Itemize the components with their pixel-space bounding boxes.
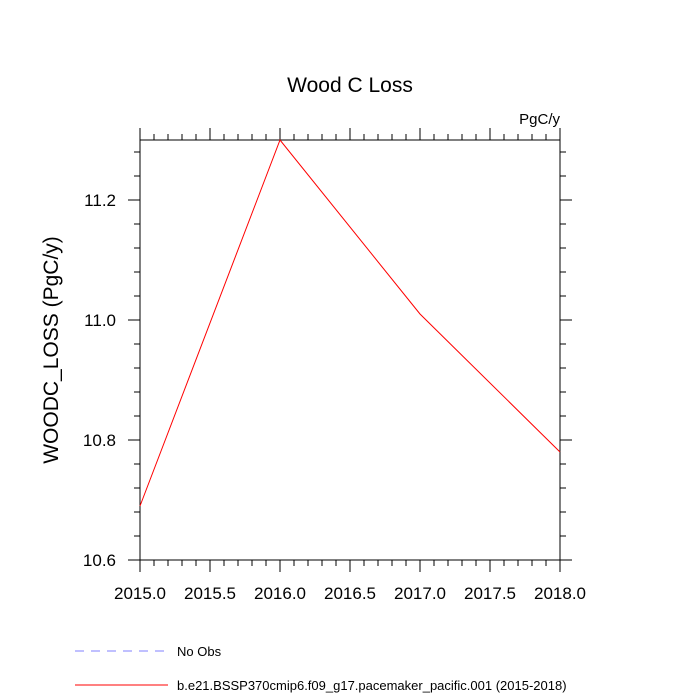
x-tick-label: 2017.0 — [394, 584, 446, 603]
y-tick-label: 11.0 — [84, 311, 116, 330]
x-tick-label: 2015.5 — [184, 584, 236, 603]
x-tick-label: 2018.0 — [534, 584, 586, 603]
series-line — [139, 139, 561, 507]
legend-label: No Obs — [177, 644, 222, 659]
y-tick-label: 10.6 — [83, 551, 116, 570]
x-axis-ticks: 2015.0 2015.5 2016.0 2016.5 2017.0 2017.5 2018… — [114, 128, 586, 603]
y-tick-label: 10.8 — [83, 431, 116, 450]
x-tick-label: 2015.0 — [114, 584, 166, 603]
x-tick-label: 2016.0 — [254, 584, 306, 603]
y-axis-ticks: 10.6 10.8 11.0 11.2 — [83, 151, 572, 570]
x-tick-label: 2016.5 — [324, 584, 376, 603]
plot-frame — [139, 139, 561, 561]
y-axis-label: WOODC_LOSS (PgC/y) — [40, 236, 63, 464]
legend: No Obs b.e21.BSSP370cmip6.f09_g17.pacemak… — [75, 644, 567, 693]
x-tick-label: 2017.5 — [464, 584, 516, 603]
units-label: PgC/y — [519, 111, 560, 128]
y-tick-label: 11.2 — [84, 191, 116, 210]
legend-label: b.e21.BSSP370cmip6.f09_g17.pacemaker_pac… — [177, 678, 567, 693]
series-layer — [139, 139, 561, 507]
chart-title: Wood C Loss — [287, 74, 413, 97]
